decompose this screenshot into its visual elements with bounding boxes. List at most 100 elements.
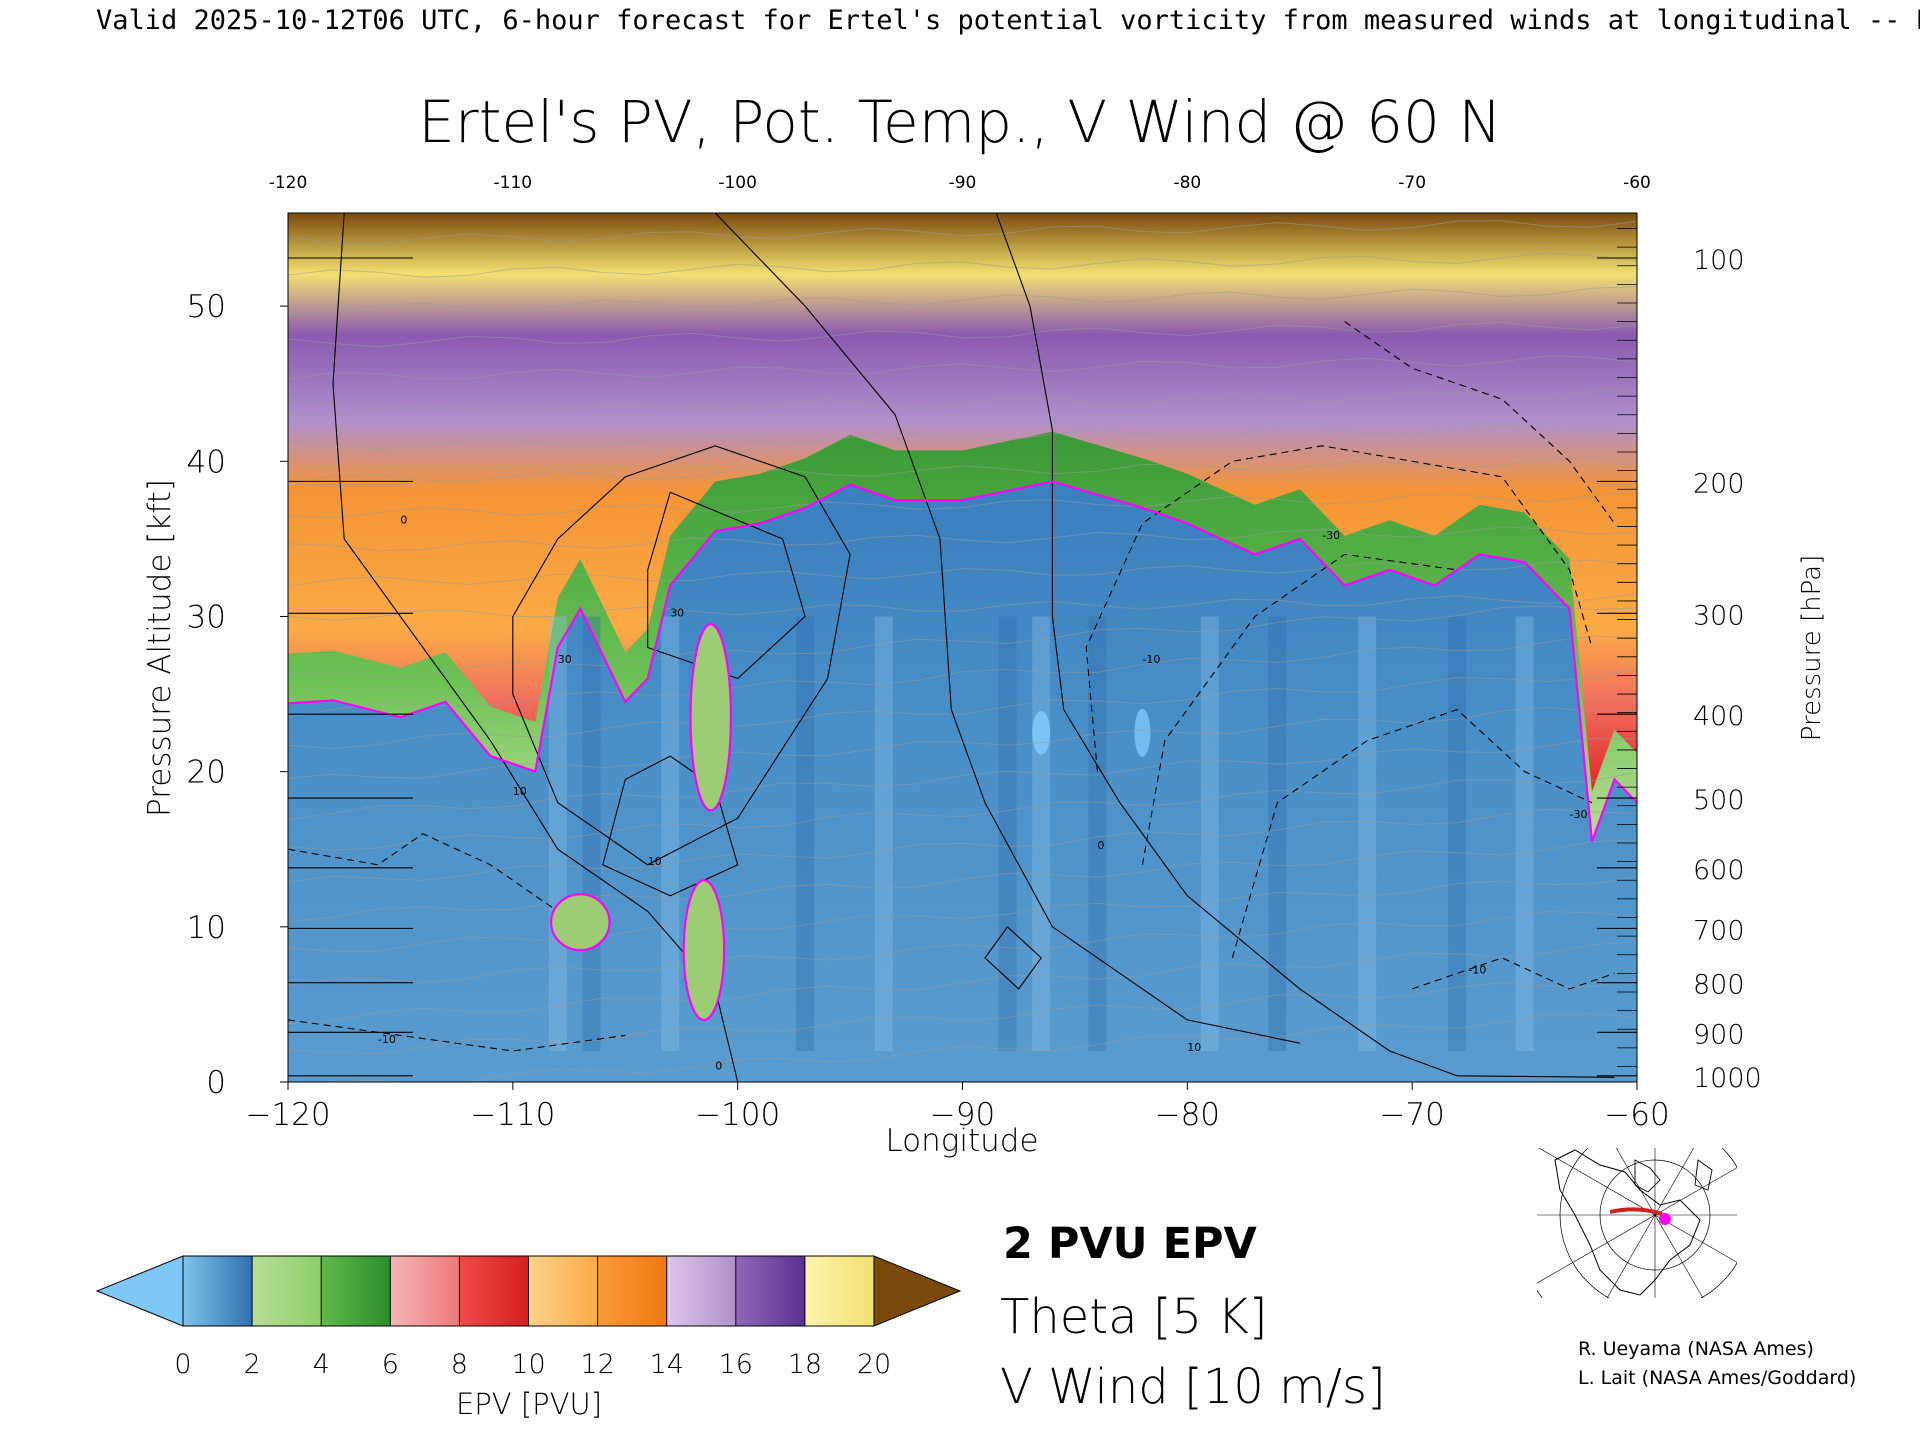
- inset-meridian: [1654, 1214, 1737, 1263]
- right-pressure-label: 100: [1693, 245, 1745, 276]
- chart-title: Ertel's PV, Pot. Temp., V Wind @ 60 N: [418, 88, 1501, 156]
- troposphere-fill: [288, 481, 1637, 1082]
- inset-coastline: [1554, 1149, 1701, 1296]
- pv-streak: [796, 616, 815, 1051]
- y-tick-label: 50: [187, 289, 226, 325]
- pv-2pvu-contour: [288, 480, 1637, 842]
- y-axis-right-label: Pressure [hPa]: [1797, 555, 1827, 742]
- forecast-header: Valid 2025-10-12T06 UTC, 6-hour forecast…: [96, 5, 1920, 36]
- colorbar-tick-label: 14: [650, 1349, 684, 1380]
- theta-line: [288, 808, 1637, 883]
- pv-2pvu-pockets: [549, 623, 733, 1021]
- colorbar-bin: [804, 1256, 874, 1326]
- pv-streaks: [548, 616, 1534, 1051]
- pv-streak: [1268, 616, 1287, 1051]
- x-top-tick-label: -80: [1173, 173, 1201, 193]
- right-pressure-label: 400: [1693, 701, 1745, 732]
- right-pressure-label: 900: [1693, 1019, 1745, 1050]
- inset-track: [1609, 1207, 1663, 1216]
- theta-line: [288, 490, 1637, 519]
- x-top-tick-label: -110: [494, 173, 533, 193]
- right-pressure-label: 800: [1693, 970, 1745, 1001]
- x-top-tick-label: -60: [1623, 173, 1651, 193]
- colorbar-tick-label: 2: [244, 1349, 261, 1380]
- inset-meridian: [1537, 1214, 1656, 1284]
- pv-streak: [1448, 616, 1467, 1051]
- x-axis-label: Longitude: [885, 1123, 1038, 1159]
- pv-streak: [874, 616, 893, 1051]
- colorbar-tick-label: 6: [382, 1349, 399, 1380]
- x-tick-label: −70: [1379, 1097, 1444, 1133]
- pv-streak: [1200, 616, 1219, 1051]
- v-wind-line: [512, 445, 851, 866]
- colorbar-bin: [390, 1256, 460, 1326]
- right-pressure-label: 1000: [1693, 1063, 1762, 1094]
- legend-vwind-label: V Wind [10 m/s]: [1000, 1359, 1386, 1415]
- x-top-tick-label: -100: [718, 173, 757, 193]
- pv-min-patch: [1134, 708, 1151, 757]
- v-wind-line: [1344, 321, 1615, 524]
- theta-line: [288, 252, 1637, 278]
- theta-line: [288, 875, 1637, 952]
- credit-line-2: L. Lait (NASA Ames/Goddard): [1578, 1367, 1856, 1389]
- inset-meridian: [1606, 1214, 1656, 1298]
- theta-line: [288, 738, 1637, 821]
- colorbar-tick-label: 0: [174, 1349, 191, 1380]
- credit-line-1: R. Ueyama (NASA Ames): [1578, 1338, 1814, 1360]
- pv-pocket: [689, 623, 733, 812]
- inset-meridian: [1654, 1148, 1695, 1216]
- colorbar-bin: [183, 1256, 253, 1326]
- x-tick-label: −60: [1604, 1097, 1669, 1133]
- v-wind-line: [714, 213, 1300, 1044]
- legend-pv-label: 2 PVU EPV: [1003, 1219, 1257, 1269]
- v-wind-contour-label: 10: [648, 855, 662, 868]
- theta-line: [288, 457, 1637, 484]
- pv-min-patch: [1032, 710, 1051, 755]
- theta-line: [288, 559, 1637, 587]
- v-wind-line: [602, 755, 739, 897]
- v-wind-line: [288, 1019, 626, 1052]
- v-wind-line: [1141, 553, 1458, 865]
- v-wind-line: [288, 833, 559, 912]
- x-tick-label: −90: [930, 1097, 995, 1133]
- x-top-tick-label: -120: [269, 173, 308, 193]
- colorbar-bin: [321, 1256, 391, 1326]
- theta-line: [288, 839, 1637, 923]
- colorbar-tick-label: 10: [511, 1349, 545, 1380]
- y-tick-label: 10: [187, 910, 226, 946]
- x-top-tick-label: -90: [949, 173, 977, 193]
- colorbar-over-arrow: [873, 1255, 962, 1327]
- theta-line: [288, 220, 1637, 245]
- x-tick-label: −120: [245, 1097, 330, 1133]
- theta-line: [288, 388, 1637, 416]
- v-wind-line: [647, 491, 806, 680]
- colorbar-bin: [597, 1256, 667, 1326]
- v-wind-line: [1085, 445, 1593, 772]
- theta-line: [288, 286, 1637, 314]
- right-pressure-label: 500: [1693, 785, 1745, 816]
- v-wind-contour-label: -10: [378, 1033, 396, 1046]
- x-tick-label: −110: [470, 1097, 555, 1133]
- theta-line: [288, 668, 1637, 750]
- theta-line: [288, 979, 1637, 1055]
- v-wind-contour-label: 30: [558, 653, 572, 666]
- right-pressure-label: 200: [1693, 468, 1745, 499]
- v-wind-contour-label: 30: [670, 607, 684, 620]
- axes: −120-120−110-110−100-100−90-90−80-80−70-…: [187, 173, 1762, 1133]
- inset-meridian: [1538, 1148, 1656, 1216]
- colorbar-frame: [182, 1255, 875, 1327]
- v-wind-contour-label: 0: [1097, 839, 1104, 852]
- v-wind-line: [1412, 957, 1615, 990]
- right-pressure-label: 600: [1693, 855, 1745, 886]
- right-pressure-label: 300: [1693, 600, 1745, 631]
- tropopause-band: [288, 431, 1637, 842]
- v-wind-contour-label: -30: [1322, 529, 1340, 542]
- pv-streak: [1515, 616, 1534, 1051]
- theta-line: [288, 635, 1637, 718]
- theta-line: [288, 526, 1637, 552]
- v-wind-contour-label: 10: [513, 785, 527, 798]
- theta-line: [327, 1013, 1637, 1082]
- colorbar-bin: [735, 1256, 805, 1326]
- pv-streak: [998, 616, 1017, 1051]
